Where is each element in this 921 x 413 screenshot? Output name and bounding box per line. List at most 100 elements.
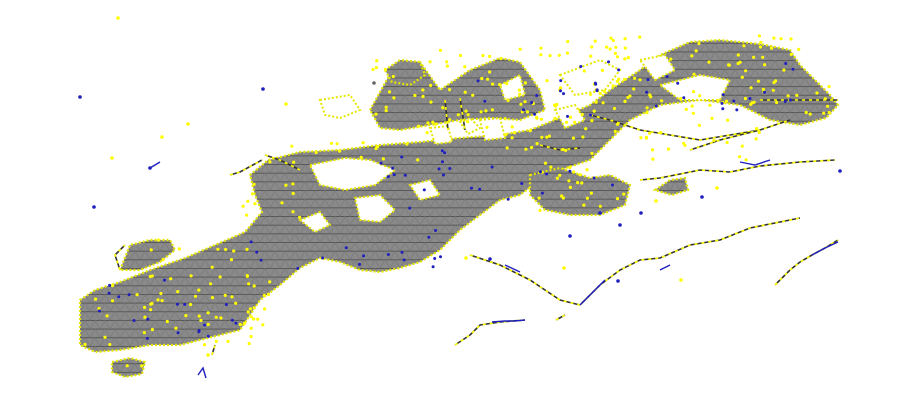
blue-node-2 (230, 318, 234, 322)
yellow-node-317 (561, 147, 565, 152)
blue-node-52 (441, 160, 444, 164)
yellow-node-169 (633, 76, 637, 80)
branch-line-dash-4 (454, 319, 526, 346)
branch-line-dash-9 (444, 97, 466, 131)
yellow-node-238 (774, 79, 778, 83)
yellow-node-345 (571, 136, 576, 140)
blue-node-86 (530, 101, 534, 104)
yellow-node-344 (645, 111, 649, 115)
isolated-node-21 (616, 279, 620, 283)
yellow-node-109 (416, 124, 420, 128)
yellow-node-94 (429, 83, 433, 87)
blue-node-37 (391, 166, 395, 170)
isolated-node-20 (464, 256, 468, 260)
yellow-node-153 (565, 51, 570, 55)
yellow-node-287 (545, 135, 549, 139)
yellow-node-189 (789, 37, 793, 41)
yellow-node-130 (490, 108, 494, 112)
yellow-node-136 (518, 92, 522, 96)
yellow-node-329 (684, 107, 688, 111)
yellow-node-301 (466, 120, 470, 124)
yellow-node-154 (589, 54, 593, 58)
isolated-node-24 (206, 353, 210, 357)
yellow-node-337 (690, 104, 694, 108)
blue-node-49 (403, 173, 407, 177)
yellow-node-184 (771, 88, 775, 92)
yellow-node-22 (94, 297, 98, 301)
blue-node-65 (682, 96, 686, 100)
yellow-node-58 (189, 274, 193, 278)
yellow-node-342 (660, 99, 664, 103)
yellow-node-190 (613, 51, 618, 55)
blue-node-68 (783, 100, 787, 103)
blue-node-8 (107, 291, 111, 295)
yellow-node-48 (108, 342, 112, 347)
yellow-node-98 (391, 74, 395, 79)
yellow-node-319 (749, 102, 753, 106)
yellow-node-181 (759, 40, 763, 44)
yellow-node-54 (216, 247, 220, 251)
blue-node-20 (296, 266, 300, 270)
yellow-node-64 (210, 265, 214, 269)
yellow-node-35 (197, 314, 201, 318)
yellow-node-186 (770, 46, 774, 50)
blue-node-18 (145, 336, 149, 340)
yellow-node-246 (578, 173, 582, 177)
yellow-node-110 (383, 67, 387, 71)
yellow-node-113 (447, 88, 452, 92)
blue-line-5 (197, 366, 207, 379)
yellow-node-292 (564, 120, 569, 124)
yellow-node-20 (252, 317, 256, 321)
blue-node-17 (224, 303, 228, 306)
blue-node-60 (617, 68, 621, 72)
blue-node-42 (386, 175, 390, 179)
yellow-node-96 (392, 96, 396, 100)
yellow-node-256 (615, 197, 620, 201)
branch-line-dash-14 (211, 344, 216, 356)
yellow-node-336 (648, 131, 652, 135)
yellow-node-77 (291, 182, 295, 186)
blue-node-56 (579, 65, 583, 68)
yellow-node-88 (338, 149, 342, 153)
yellow-node-239 (804, 110, 808, 115)
yellow-node-145 (463, 65, 467, 69)
blue-node-79 (645, 90, 649, 94)
yellow-node-45 (262, 293, 266, 297)
yellow-node-191 (786, 94, 790, 98)
yellow-node-25 (247, 282, 251, 286)
yellow-node-272 (263, 307, 267, 311)
yellow-node-278 (125, 364, 129, 368)
yellow-node-4 (142, 331, 146, 335)
yellow-node-243 (795, 93, 799, 97)
yellow-node-61 (218, 275, 222, 279)
blue-node-23 (427, 235, 431, 239)
yellow-node-269 (243, 321, 247, 325)
yellow-node-118 (456, 113, 460, 117)
yellow-node-73 (291, 210, 295, 214)
isolated-node-5 (186, 122, 190, 126)
yellow-node-241 (827, 110, 831, 115)
yellow-node-95 (428, 60, 432, 64)
yellow-node-197 (609, 36, 613, 40)
yellow-node-143 (523, 100, 527, 104)
blue-node-80 (562, 92, 565, 96)
yellow-node-284 (510, 136, 514, 140)
yellow-node-146 (614, 45, 618, 49)
blue-node-25 (402, 258, 406, 262)
yellow-node-123 (505, 82, 509, 86)
yellow-node-103 (445, 60, 449, 64)
blue-node-93 (540, 191, 544, 195)
yellow-node-279 (534, 115, 539, 119)
yellow-node-282 (464, 109, 468, 113)
yellow-node-290 (484, 109, 488, 113)
yellow-node-43 (97, 306, 101, 311)
isolated-node-22 (679, 278, 683, 282)
yellow-node-341 (584, 127, 588, 131)
yellow-node-32 (193, 294, 198, 298)
yellow-node-199 (692, 90, 696, 94)
yellow-node-31 (143, 315, 147, 319)
yellow-node-240 (808, 112, 812, 116)
blue-node-51 (448, 167, 452, 170)
yellow-node-29 (156, 298, 160, 302)
blue-node-26 (386, 253, 390, 256)
